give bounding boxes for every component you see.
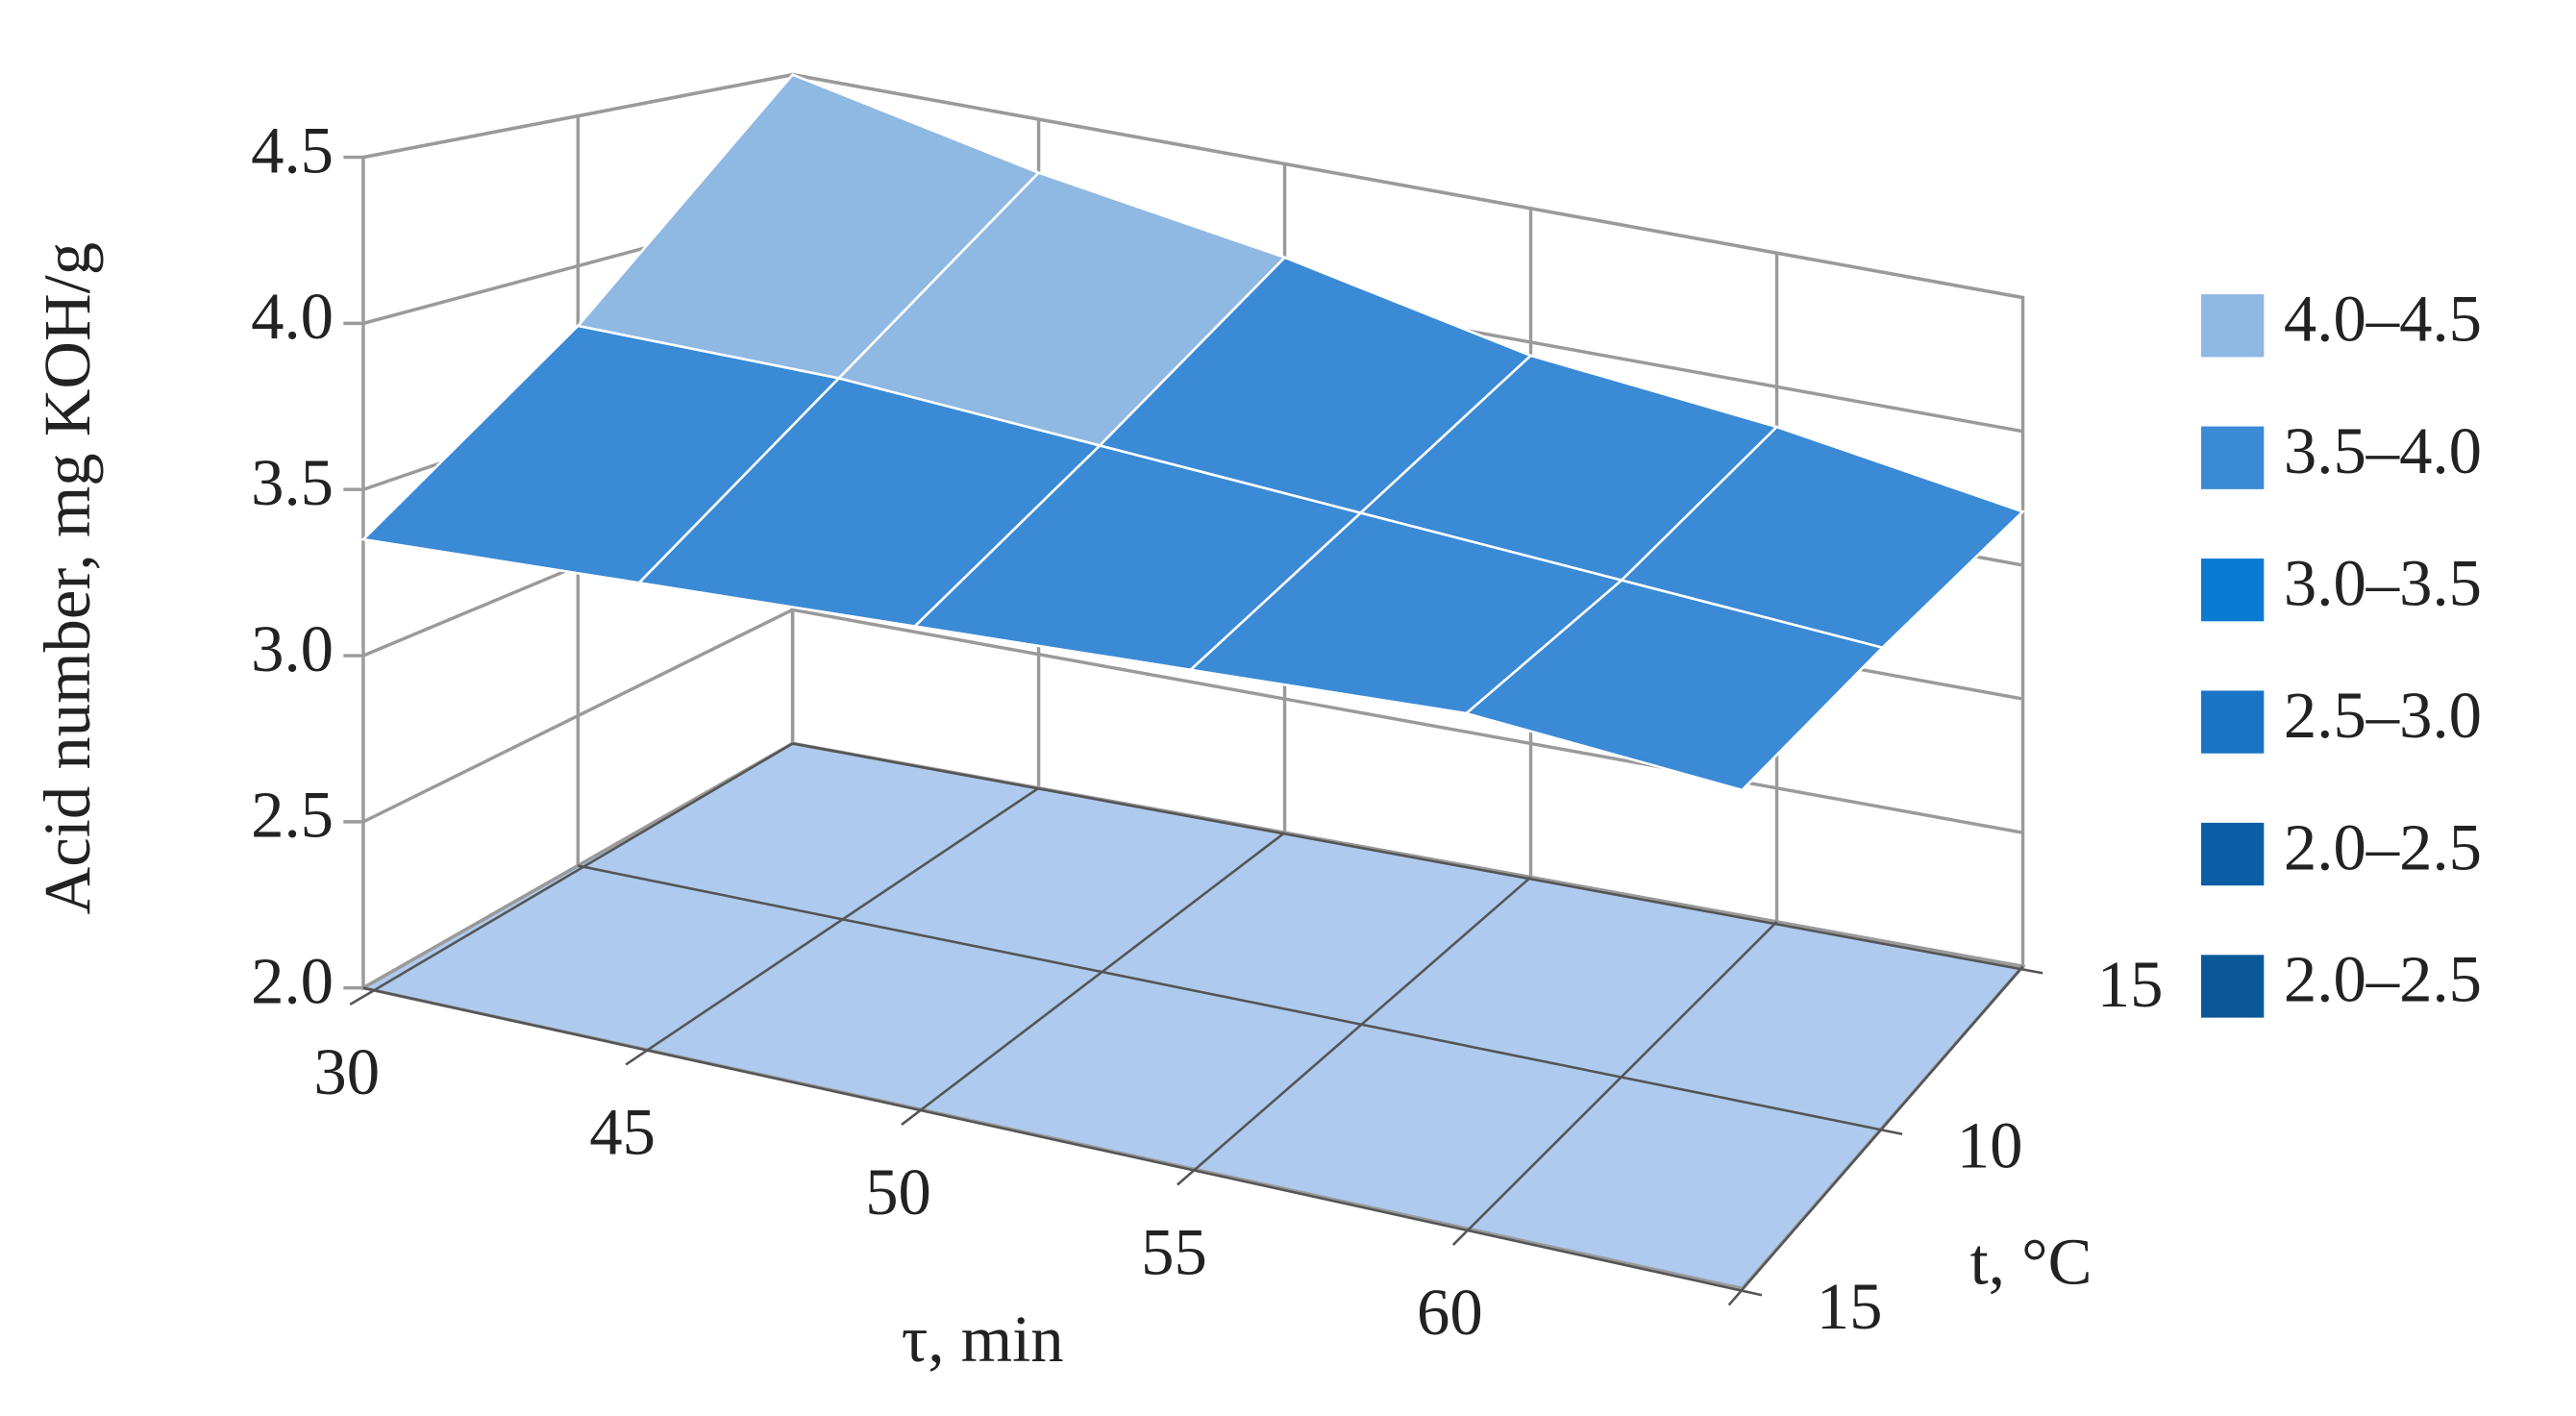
surface-cell — [1463, 579, 1885, 792]
x-tick-label: 60 — [1417, 1276, 1483, 1349]
legend-swatch — [2201, 426, 2265, 489]
legend-label: 4.0–4.5 — [2284, 283, 2482, 356]
x-tick-label: 45 — [589, 1095, 656, 1168]
legend-swatch — [2201, 690, 2265, 754]
legend-swatch — [2201, 955, 2265, 1018]
depth-tick-label: 15 — [1817, 1270, 1883, 1343]
floor-line — [578, 864, 1903, 1135]
legend-swatch — [2201, 822, 2265, 886]
y-tick-label: 3.0 — [251, 612, 334, 685]
grid-line — [343, 608, 2023, 834]
floor-line — [792, 742, 2043, 975]
legend-label: 3.5–4.0 — [2284, 414, 2482, 487]
floor-line — [1177, 876, 1532, 1186]
x-axis-title: τ, min — [902, 1303, 1064, 1376]
legend-swatch — [2201, 294, 2265, 358]
legend-swatch — [2201, 559, 2265, 622]
depth-tick-label: 10 — [1957, 1108, 2023, 1181]
floor — [359, 741, 2026, 1291]
y-tick-label: 4.5 — [251, 113, 334, 186]
floor-line — [901, 832, 1286, 1126]
y-axis-title: Acid number, mg KOH/g — [31, 242, 104, 914]
depth-axis-title: t, °C — [1970, 1226, 2093, 1299]
legend-label: 3.0–3.5 — [2284, 546, 2482, 619]
depth-tick-label: 15 — [2097, 948, 2164, 1021]
y-tick-label: 2.0 — [251, 944, 334, 1017]
floor-line — [1727, 965, 2024, 1306]
y-tick-label: 2.5 — [251, 779, 334, 852]
x-tick-label: 50 — [865, 1155, 931, 1229]
y-tick-label: 3.5 — [251, 446, 334, 519]
x-tick-label: 55 — [1141, 1216, 1207, 1289]
floor-line — [625, 786, 1040, 1066]
x-tick-label: 30 — [313, 1035, 380, 1108]
grid-line — [343, 72, 2023, 300]
floor-line — [349, 742, 794, 1006]
legend-label: 2.0–2.5 — [2284, 810, 2482, 883]
floor-line — [1451, 921, 1778, 1246]
y-tick-label: 4.0 — [251, 280, 334, 353]
legend-label: 2.5–3.0 — [2284, 679, 2482, 752]
legend-label: 2.0–2.5 — [2284, 943, 2482, 1016]
floor-line — [362, 986, 1763, 1297]
